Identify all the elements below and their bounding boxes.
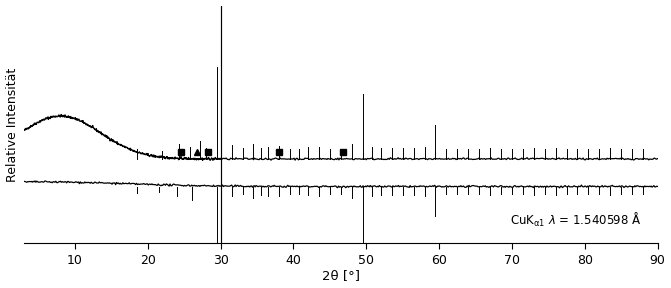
Y-axis label: Relative Intensität: Relative Intensität [5,67,19,181]
X-axis label: 2θ [°]: 2θ [°] [322,270,360,283]
Text: CuK$_{\mathregular{\alpha1}}$ $\lambda$ = 1.540598 Å: CuK$_{\mathregular{\alpha1}}$ $\lambda$ … [510,211,641,229]
